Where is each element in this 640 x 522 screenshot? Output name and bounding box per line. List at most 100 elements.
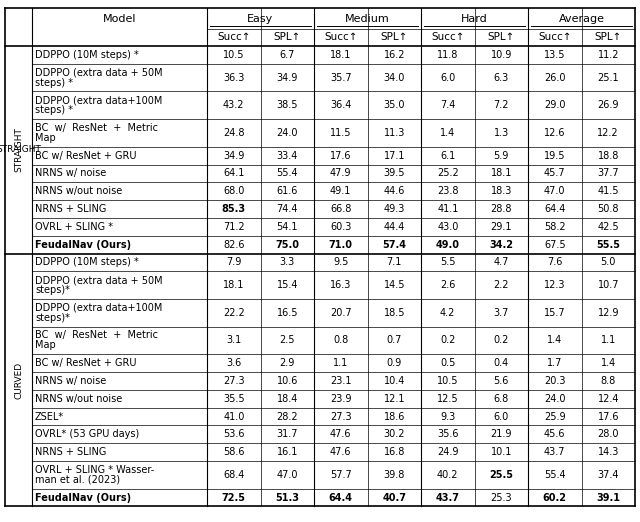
Text: 24.9: 24.9 [437, 447, 458, 457]
Text: SPL↑: SPL↑ [273, 32, 301, 42]
Text: 47.6: 47.6 [330, 447, 351, 457]
Text: 85.3: 85.3 [221, 204, 246, 214]
Text: 20.7: 20.7 [330, 308, 351, 318]
Text: Succ↑: Succ↑ [324, 32, 358, 42]
Text: 27.3: 27.3 [330, 411, 351, 422]
Text: 18.3: 18.3 [491, 186, 512, 196]
Text: 18.1: 18.1 [330, 50, 351, 60]
Text: 7.9: 7.9 [226, 257, 241, 267]
Text: 35.5: 35.5 [223, 394, 244, 404]
Text: 71.2: 71.2 [223, 222, 244, 232]
Text: 7.2: 7.2 [493, 100, 509, 110]
Text: Map: Map [35, 340, 56, 350]
Text: 3.1: 3.1 [226, 336, 241, 346]
Text: man et al. (2023): man et al. (2023) [35, 475, 120, 485]
Text: 41.5: 41.5 [598, 186, 619, 196]
Text: 28.0: 28.0 [598, 429, 619, 440]
Text: 16.8: 16.8 [383, 447, 405, 457]
Text: 9.5: 9.5 [333, 257, 348, 267]
Text: 82.6: 82.6 [223, 240, 244, 250]
Text: 57.4: 57.4 [382, 240, 406, 250]
Text: 24.8: 24.8 [223, 128, 244, 138]
Text: 43.0: 43.0 [437, 222, 458, 232]
Text: 23.1: 23.1 [330, 376, 351, 386]
Text: 43.7: 43.7 [544, 447, 566, 457]
Text: steps)*: steps)* [35, 313, 70, 323]
Text: 1.3: 1.3 [493, 128, 509, 138]
Text: OVRL + SLING *: OVRL + SLING * [35, 222, 113, 232]
Text: 16.3: 16.3 [330, 280, 351, 290]
Text: SPL↑: SPL↑ [381, 32, 408, 42]
Text: 11.8: 11.8 [437, 50, 458, 60]
Text: 25.2: 25.2 [437, 169, 459, 179]
Text: 50.8: 50.8 [598, 204, 619, 214]
Text: 40.2: 40.2 [437, 470, 458, 480]
Text: 74.4: 74.4 [276, 204, 298, 214]
Text: FeudalNav (Ours): FeudalNav (Ours) [35, 493, 131, 503]
Text: 2.5: 2.5 [280, 336, 295, 346]
Text: 7.6: 7.6 [547, 257, 563, 267]
Text: NRNS w/ noise: NRNS w/ noise [35, 169, 106, 179]
Text: 2.2: 2.2 [493, 280, 509, 290]
Text: 10.6: 10.6 [276, 376, 298, 386]
Text: 10.7: 10.7 [598, 280, 619, 290]
Text: 75.0: 75.0 [275, 240, 300, 250]
Text: 34.0: 34.0 [383, 73, 405, 82]
Text: 24.0: 24.0 [544, 394, 566, 404]
Text: 66.8: 66.8 [330, 204, 351, 214]
Text: 6.3: 6.3 [493, 73, 509, 82]
Text: 18.8: 18.8 [598, 151, 619, 161]
Text: 27.3: 27.3 [223, 376, 244, 386]
Text: 49.1: 49.1 [330, 186, 351, 196]
Text: 11.2: 11.2 [598, 50, 619, 60]
Text: 18.1: 18.1 [491, 169, 512, 179]
Text: 34.9: 34.9 [223, 151, 244, 161]
Text: NRNS + SLING: NRNS + SLING [35, 447, 106, 457]
Text: BC w/ ResNet + GRU: BC w/ ResNet + GRU [35, 151, 136, 161]
Text: 24.0: 24.0 [276, 128, 298, 138]
Text: Average: Average [559, 14, 605, 23]
Text: 1.1: 1.1 [600, 336, 616, 346]
Text: 5.6: 5.6 [493, 376, 509, 386]
Text: DDPPO (extra data + 50M: DDPPO (extra data + 50M [35, 68, 163, 78]
Text: NRNS w/out noise: NRNS w/out noise [35, 186, 122, 196]
Text: 57.7: 57.7 [330, 470, 351, 480]
Text: 17.1: 17.1 [383, 151, 405, 161]
Text: 72.5: 72.5 [221, 493, 246, 503]
Text: BC  w/  ResNet  +  Metric: BC w/ ResNet + Metric [35, 123, 158, 133]
Text: 67.5: 67.5 [544, 240, 566, 250]
Text: 6.0: 6.0 [440, 73, 456, 82]
Text: NRNS w/out noise: NRNS w/out noise [35, 394, 122, 404]
Text: 16.5: 16.5 [276, 308, 298, 318]
Text: 13.5: 13.5 [544, 50, 566, 60]
Text: 12.3: 12.3 [544, 280, 566, 290]
Text: 64.4: 64.4 [544, 204, 565, 214]
Text: OVRL* (53 GPU days): OVRL* (53 GPU days) [35, 429, 140, 440]
Text: 16.2: 16.2 [383, 50, 405, 60]
Text: 7.4: 7.4 [440, 100, 456, 110]
Text: 45.7: 45.7 [544, 169, 566, 179]
Text: 15.4: 15.4 [276, 280, 298, 290]
Text: 44.6: 44.6 [383, 186, 405, 196]
Text: 33.4: 33.4 [276, 151, 298, 161]
Text: 16.1: 16.1 [276, 447, 298, 457]
Text: 42.5: 42.5 [597, 222, 619, 232]
Text: Medium: Medium [345, 14, 390, 23]
Text: Hard: Hard [461, 14, 488, 23]
Text: Map: Map [35, 133, 56, 143]
Text: 15.7: 15.7 [544, 308, 566, 318]
Text: OVRL + SLING * Wasser-: OVRL + SLING * Wasser- [35, 465, 154, 475]
Text: 12.9: 12.9 [598, 308, 619, 318]
Text: 23.9: 23.9 [330, 394, 351, 404]
Text: 0.2: 0.2 [440, 336, 456, 346]
Text: 43.7: 43.7 [436, 493, 460, 503]
Text: 55.4: 55.4 [544, 470, 566, 480]
Text: DDPPO (extra data+100M: DDPPO (extra data+100M [35, 303, 163, 313]
Text: 35.0: 35.0 [383, 100, 405, 110]
Text: 14.3: 14.3 [598, 447, 619, 457]
Text: 6.0: 6.0 [493, 411, 509, 422]
Text: 28.2: 28.2 [276, 411, 298, 422]
Text: 11.5: 11.5 [330, 128, 351, 138]
Text: Succ↑: Succ↑ [538, 32, 572, 42]
Text: 31.7: 31.7 [276, 429, 298, 440]
